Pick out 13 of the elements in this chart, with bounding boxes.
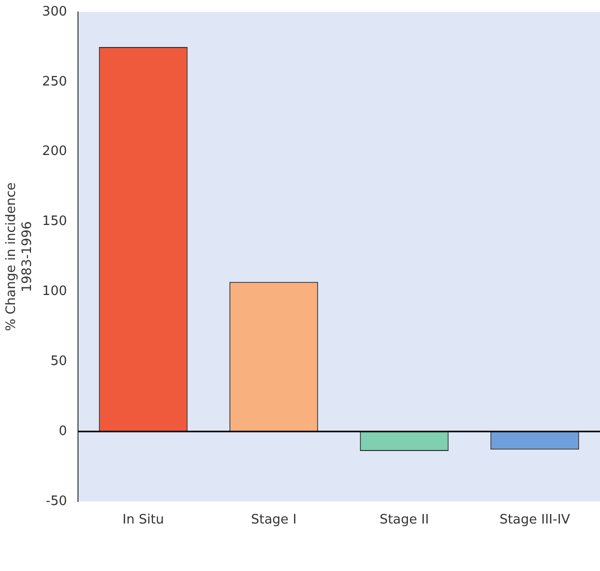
y-tick-label: 0 (58, 424, 68, 439)
y-tick-label: 250 (42, 74, 68, 90)
y-tick-label: 150 (42, 214, 68, 230)
y-tick-label: 100 (42, 284, 68, 300)
x-tick-label: Stage II (380, 512, 429, 528)
y-tick-label: 50 (50, 354, 68, 369)
y-tick-label: 200 (42, 144, 68, 160)
x-tick-label: In Situ (122, 512, 164, 528)
x-tick-label: Stage I (250, 512, 297, 528)
y-tick-label: 300 (42, 4, 68, 20)
y-axis-title: % Change in incidence 1983-1996 (4, 182, 35, 332)
x-tick-label: Stage III-IV (499, 512, 570, 528)
y-tick-label: -50 (46, 494, 68, 509)
